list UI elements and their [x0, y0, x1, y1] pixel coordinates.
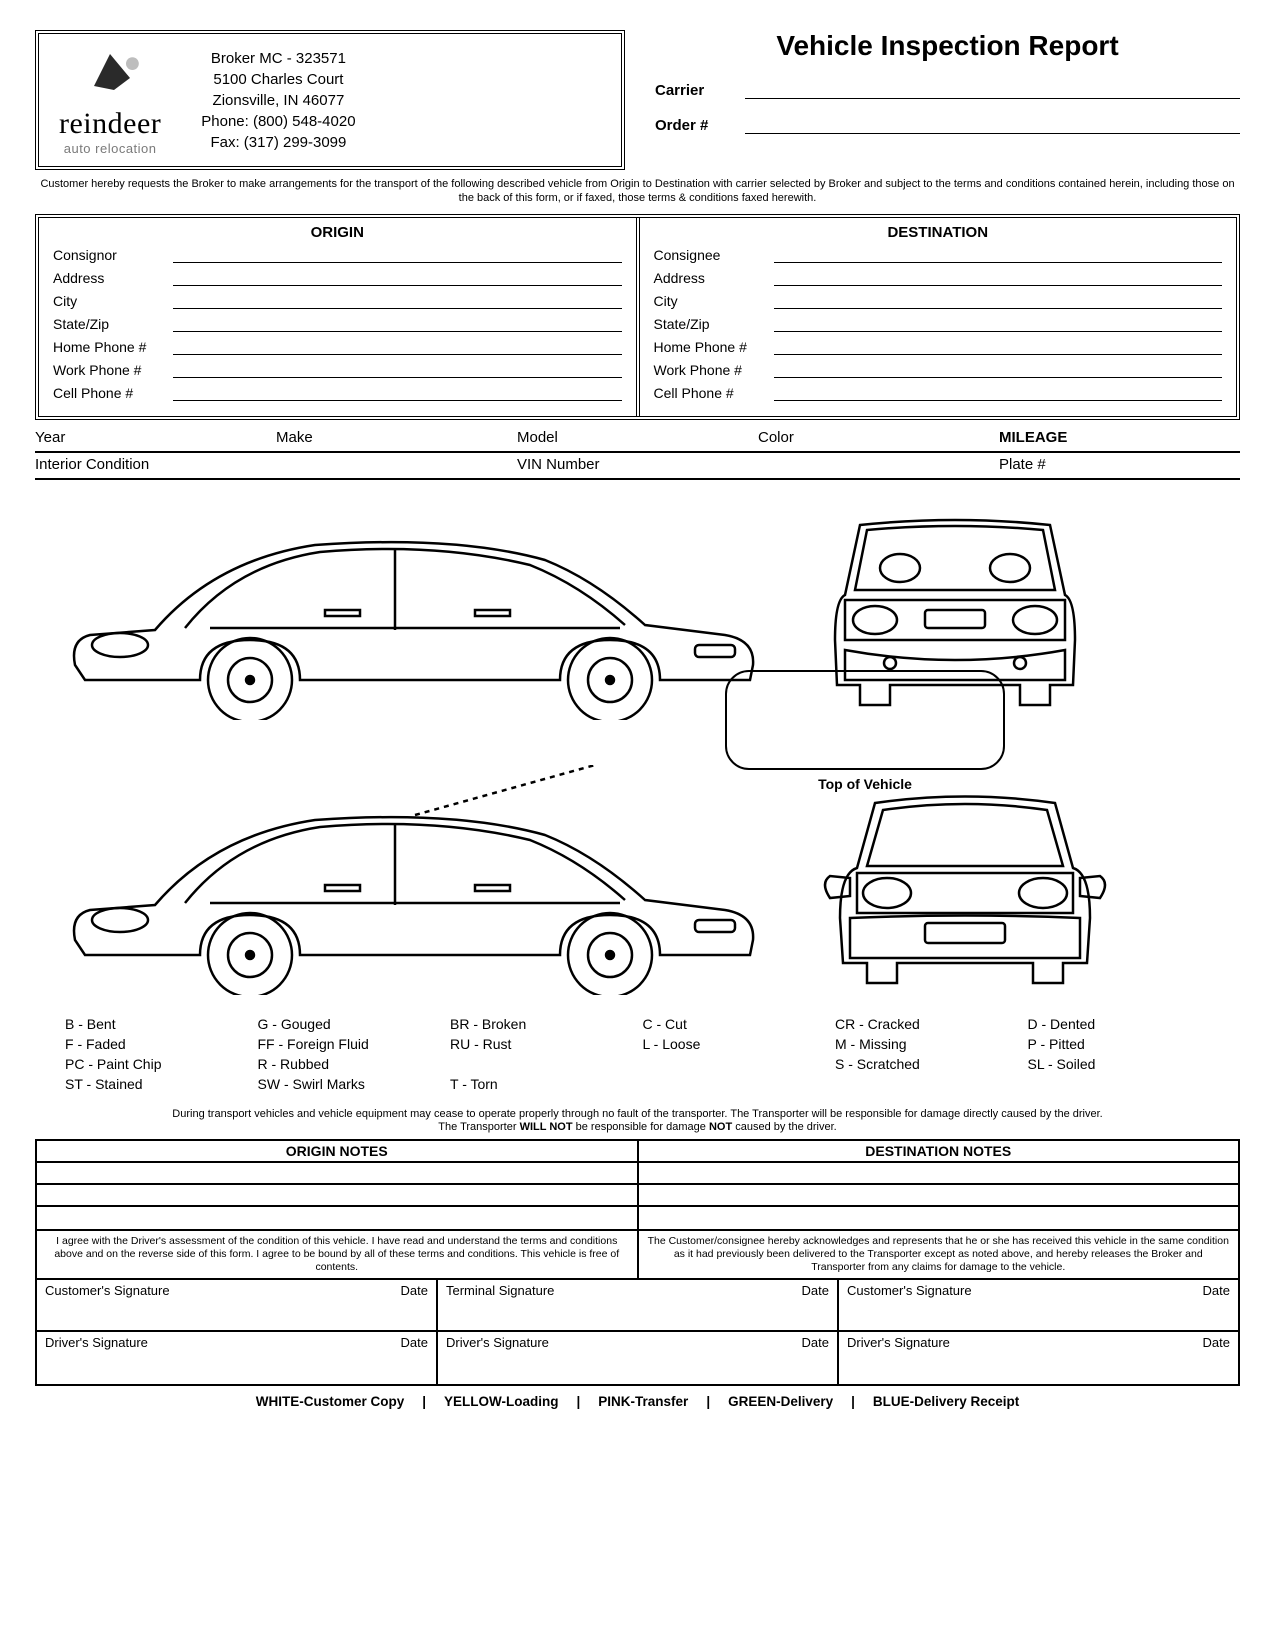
legend-item: SW - Swirl Marks — [258, 1076, 441, 1092]
legend-item: T - Torn — [450, 1076, 633, 1092]
field-label: Cell Phone # — [53, 385, 173, 401]
origin-notes-header: ORIGIN NOTES — [37, 1141, 637, 1163]
legend-item: M - Missing — [835, 1036, 1018, 1052]
driver-signature-dest[interactable]: Driver's SignatureDate — [839, 1332, 1238, 1384]
vehicle-row-2: Interior ConditionVIN NumberPlate # — [35, 453, 1240, 480]
field-label: State/Zip — [654, 316, 774, 332]
car-side-right-diagram — [35, 765, 785, 995]
field-label: State/Zip — [53, 316, 173, 332]
legend-item: BR - Broken — [450, 1016, 633, 1032]
terms-text: Customer hereby requests the Broker to m… — [35, 178, 1240, 206]
legend-item: P - Pitted — [1028, 1036, 1211, 1052]
field-label: Cell Phone # — [654, 385, 774, 401]
destination-header: DESTINATION — [654, 222, 1223, 247]
car-side-left-diagram — [35, 490, 785, 720]
field-input[interactable] — [774, 319, 1223, 332]
car-front-diagram — [815, 768, 1115, 998]
legend-item — [643, 1056, 826, 1072]
destination-notes-line[interactable] — [639, 1207, 1239, 1229]
origin-destination-table: ORIGIN Consignor Address City State/Zip Home… — [35, 214, 1240, 420]
field-input[interactable] — [774, 296, 1223, 309]
legend-item: ST - Stained — [65, 1076, 248, 1092]
destination-notes-line[interactable] — [639, 1163, 1239, 1185]
legend-item — [450, 1056, 633, 1072]
copies-row: WHITE-Customer Copy|YELLOW-Loading|PINK-… — [35, 1386, 1240, 1409]
notes-table: ORIGIN NOTES DESTINATION NOTES — [35, 1139, 1240, 1231]
company-tagline: auto relocation — [59, 141, 161, 156]
order-input[interactable] — [745, 120, 1240, 134]
destination-notes-header: DESTINATION NOTES — [639, 1141, 1239, 1163]
legend-item: RU - Rust — [450, 1036, 633, 1052]
customer-signature-dest[interactable]: Customer's SignatureDate — [839, 1280, 1238, 1332]
field-label: Home Phone # — [53, 339, 173, 355]
origin-notes-line[interactable] — [37, 1185, 637, 1207]
company-logo: reindeer auto relocation — [59, 44, 161, 156]
field-input[interactable] — [173, 342, 622, 355]
driver-signature-terminal[interactable]: Driver's SignatureDate — [438, 1332, 837, 1384]
field-input[interactable] — [173, 365, 622, 378]
legend-item: R - Rubbed — [258, 1056, 441, 1072]
field-label: Work Phone # — [654, 362, 774, 378]
destination-notes-line[interactable] — [639, 1185, 1239, 1207]
broker-info: Broker MC - 323571 5100 Charles Court Zi… — [201, 48, 355, 153]
field-label: City — [654, 293, 774, 309]
company-name: reindeer — [59, 107, 161, 141]
field-input[interactable] — [774, 342, 1223, 355]
destination-agreement: The Customer/consignee hereby acknowledg… — [639, 1231, 1239, 1278]
legend-item: CR - Cracked — [835, 1016, 1018, 1032]
field-input[interactable] — [774, 365, 1223, 378]
damage-legend: B - Bent G - Gouged BR - Broken C - Cut CR -… — [35, 1008, 1240, 1104]
legend-item: D - Dented — [1028, 1016, 1211, 1032]
legend-item: B - Bent — [65, 1016, 248, 1032]
top-of-vehicle-box[interactable] — [725, 670, 1005, 770]
agreement-row: I agree with the Driver's assessment of … — [35, 1231, 1240, 1280]
legend-item: PC - Paint Chip — [65, 1056, 248, 1072]
field-input[interactable] — [774, 250, 1223, 263]
carrier-input[interactable] — [745, 85, 1240, 99]
legend-item: FF - Foreign Fluid — [258, 1036, 441, 1052]
field-input[interactable] — [173, 388, 622, 401]
terminal-signature[interactable]: Terminal SignatureDate — [438, 1280, 837, 1332]
vehicle-diagrams: Top of Vehicle — [35, 490, 1240, 998]
field-input[interactable] — [173, 296, 622, 309]
legend-item: SL - Soiled — [1028, 1056, 1211, 1072]
legend-item: G - Gouged — [258, 1016, 441, 1032]
origin-notes-line[interactable] — [37, 1207, 637, 1229]
field-label: Address — [654, 270, 774, 286]
legend-item: C - Cut — [643, 1016, 826, 1032]
driver-signature-origin[interactable]: Driver's SignatureDate — [37, 1332, 436, 1384]
field-label: City — [53, 293, 173, 309]
transport-disclaimer: During transport vehicles and vehicle eq… — [35, 1108, 1240, 1136]
field-input[interactable] — [173, 250, 622, 263]
field-input[interactable] — [774, 388, 1223, 401]
field-input[interactable] — [774, 273, 1223, 286]
field-label: Work Phone # — [53, 362, 173, 378]
legend-item: F - Faded — [65, 1036, 248, 1052]
field-input[interactable] — [173, 319, 622, 332]
carrier-label: Carrier — [655, 82, 745, 99]
field-label: Consignee — [654, 247, 774, 263]
report-title: Vehicle Inspection Report — [655, 30, 1240, 62]
origin-notes-line[interactable] — [37, 1163, 637, 1185]
field-input[interactable] — [173, 273, 622, 286]
vehicle-row-1: YearMakeModelColorMILEAGE — [35, 426, 1240, 453]
signature-table: Customer's SignatureDate Driver's Signat… — [35, 1280, 1240, 1386]
legend-item: S - Scratched — [835, 1056, 1018, 1072]
origin-agreement: I agree with the Driver's assessment of … — [37, 1231, 639, 1278]
legend-item: L - Loose — [643, 1036, 826, 1052]
field-label: Home Phone # — [654, 339, 774, 355]
field-label: Consignor — [53, 247, 173, 263]
origin-header: ORIGIN — [53, 222, 622, 247]
field-label: Address — [53, 270, 173, 286]
header-box: reindeer auto relocation Broker MC - 323… — [35, 30, 625, 170]
order-label: Order # — [655, 117, 745, 134]
customer-signature-origin[interactable]: Customer's SignatureDate — [37, 1280, 436, 1332]
